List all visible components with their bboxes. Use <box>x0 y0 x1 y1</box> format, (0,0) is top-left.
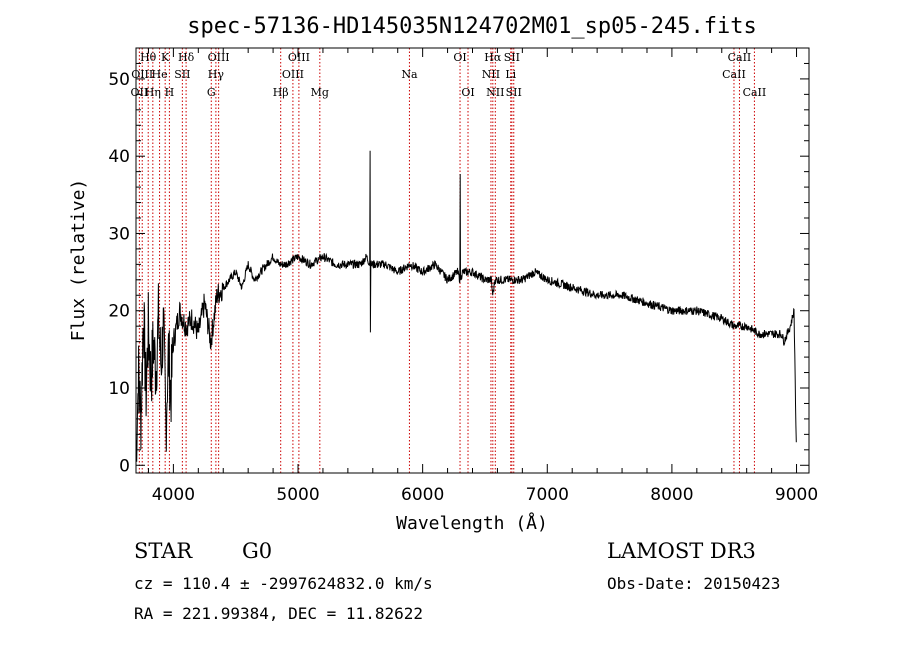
line-label: Na <box>401 68 418 81</box>
y-tick-label: 30 <box>108 224 130 244</box>
x-tick-label: 5000 <box>276 485 319 505</box>
line-label: H <box>165 86 175 99</box>
x-tick-label: 6000 <box>401 485 444 505</box>
x-tick-label: 9000 <box>775 485 818 505</box>
line-label: Hγ <box>208 68 225 81</box>
x-tick-label: 4000 <box>152 485 195 505</box>
x-tick-label: 7000 <box>526 485 569 505</box>
line-label: G <box>207 86 216 99</box>
y-tick-label: 0 <box>119 456 130 476</box>
y-tick-label: 50 <box>108 70 130 90</box>
y-tick-label: 20 <box>108 302 130 322</box>
line-label: OIII <box>131 68 153 81</box>
line-label: Hθ <box>140 51 157 64</box>
spectrum-series <box>135 150 797 462</box>
spectrum-line <box>135 150 797 462</box>
axis-ticks: 4000 5000 6000 7000 8000 9000 0 10 20 30 40 50 <box>108 47 818 505</box>
coordinates-text: RA = 221.99384, DEC = 11.82622 <box>134 604 423 623</box>
line-label: Hδ <box>178 51 195 64</box>
line-label: CaII <box>743 86 767 99</box>
line-label: NII <box>486 86 504 99</box>
object-subclass: G0 <box>242 539 273 563</box>
line-label: OIII <box>282 68 304 81</box>
y-axis-label: Flux (relative) <box>68 179 89 342</box>
survey-name: LAMOST DR3 <box>607 539 756 563</box>
line-label: Mg <box>311 86 329 99</box>
y-tick-label: 10 <box>108 379 130 399</box>
line-label: CaII <box>728 51 752 64</box>
line-label: Hα <box>484 51 502 64</box>
line-label: OI <box>453 51 466 64</box>
line-label: Hη <box>145 86 161 99</box>
object-class: STAR <box>134 539 193 563</box>
line-label: OI <box>461 86 474 99</box>
line-label: SII <box>506 86 522 99</box>
line-label: OIII <box>208 51 230 64</box>
line-label: He <box>152 68 168 81</box>
chart-title: spec-57136-HD145035N124702M01_sp05-245.f… <box>187 14 757 39</box>
plot-frame <box>135 47 810 474</box>
line-label: NII <box>482 68 500 81</box>
obs-date: Obs-Date: 20150423 <box>607 574 781 593</box>
line-label: OIII <box>288 51 310 64</box>
line-label: K <box>161 51 170 64</box>
line-label: Li <box>505 68 516 81</box>
y-tick-label: 40 <box>108 147 130 167</box>
marker-labels: OII OIII Hθ Hη He K H SII Hδ G Hγ OIII Hβ OIII OIII Mg N… <box>131 51 767 99</box>
line-label: Hβ <box>273 86 289 99</box>
line-markers <box>138 48 755 473</box>
line-label: SII <box>504 51 520 64</box>
line-label: CaII <box>722 68 746 81</box>
x-tick-label: 8000 <box>650 485 693 505</box>
line-label: OII <box>131 86 149 99</box>
x-axis-label: Wavelength (Å) <box>396 512 548 534</box>
redshift-text: cz = 110.4 ± -2997624832.0 km/s <box>134 574 433 593</box>
line-label: SII <box>174 68 190 81</box>
